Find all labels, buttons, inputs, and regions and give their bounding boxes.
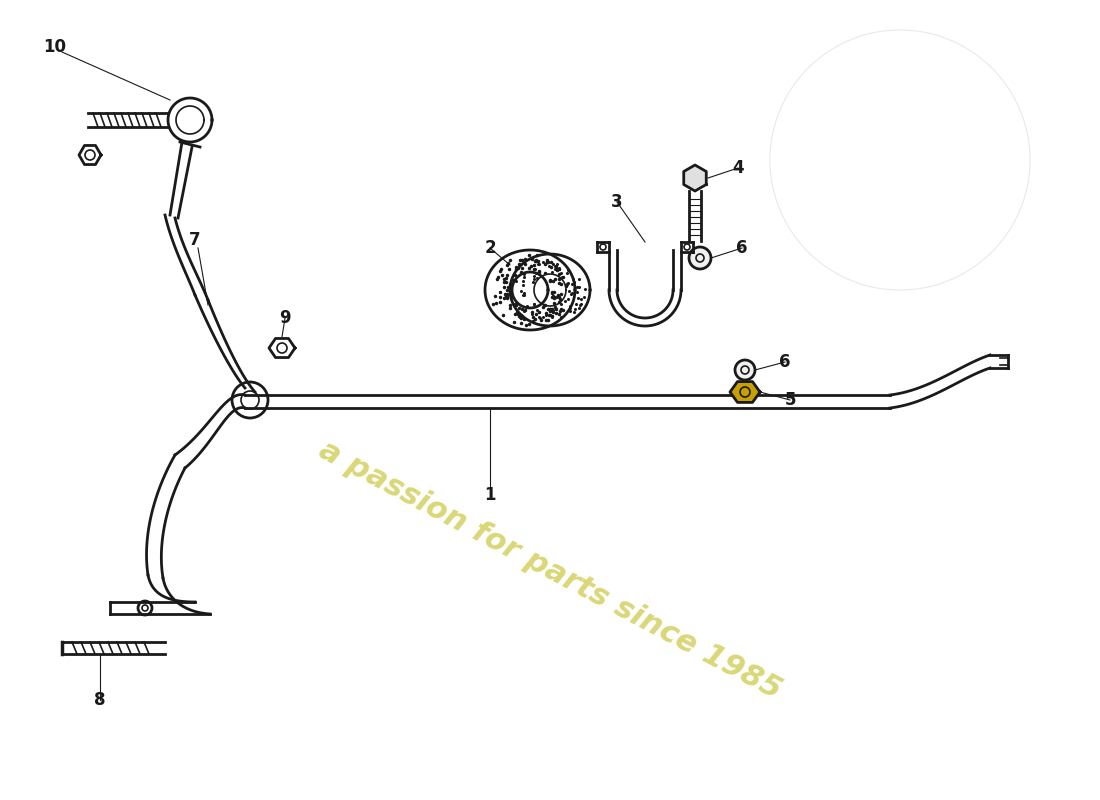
Text: 9: 9 [279,309,290,327]
Text: 7: 7 [189,231,201,249]
Text: 6: 6 [779,353,791,371]
Text: 5: 5 [784,391,795,409]
Polygon shape [684,165,706,191]
Text: 8: 8 [95,691,106,709]
Circle shape [735,360,755,380]
Text: 6: 6 [736,239,748,257]
Text: 2: 2 [484,239,496,257]
Circle shape [689,247,711,269]
Text: a passion for parts since 1985: a passion for parts since 1985 [314,435,786,705]
Text: 4: 4 [733,159,744,177]
Text: 3: 3 [612,193,623,211]
Text: 1: 1 [484,486,496,504]
Polygon shape [730,382,760,402]
Text: 10: 10 [44,38,66,56]
